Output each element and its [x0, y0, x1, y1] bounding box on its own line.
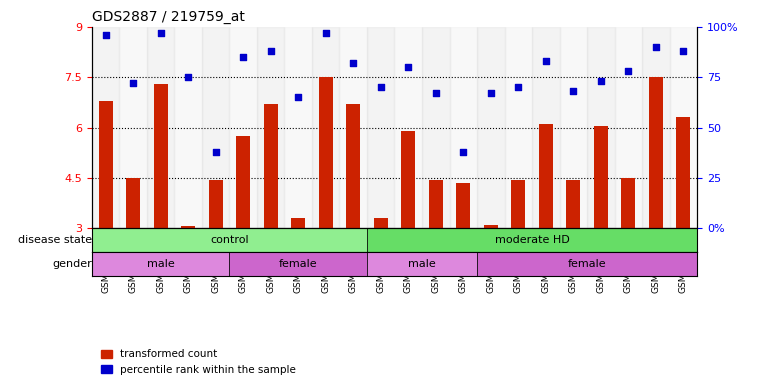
Bar: [126, 178, 140, 228]
FancyBboxPatch shape: [367, 228, 697, 252]
Bar: [237, 136, 250, 228]
Text: female: female: [279, 260, 318, 270]
Point: [540, 58, 552, 64]
Text: control: control: [210, 235, 249, 245]
Bar: [594, 126, 607, 228]
Bar: [457, 183, 470, 228]
Bar: [182, 227, 195, 228]
Point: [594, 78, 607, 84]
Point: [430, 90, 442, 96]
Bar: [209, 180, 223, 228]
Bar: [512, 180, 525, 228]
Bar: [394, 27, 422, 228]
Bar: [401, 131, 415, 228]
Text: male: male: [408, 260, 436, 270]
Point: [127, 80, 139, 86]
Bar: [119, 27, 147, 228]
FancyBboxPatch shape: [477, 252, 697, 276]
Text: GDS2887 / 219759_at: GDS2887 / 219759_at: [92, 10, 245, 25]
Point: [347, 60, 359, 66]
Point: [182, 74, 195, 80]
Bar: [429, 180, 443, 228]
Bar: [175, 27, 202, 228]
Bar: [642, 27, 669, 228]
Bar: [154, 84, 168, 228]
Bar: [374, 218, 388, 228]
Bar: [532, 27, 559, 228]
Bar: [92, 27, 119, 228]
Bar: [422, 27, 450, 228]
Bar: [346, 104, 360, 228]
Text: gender: gender: [52, 260, 92, 270]
FancyBboxPatch shape: [92, 252, 230, 276]
Text: male: male: [147, 260, 175, 270]
Point: [650, 44, 662, 50]
Point: [292, 94, 304, 100]
FancyBboxPatch shape: [367, 252, 477, 276]
Bar: [676, 118, 690, 228]
Bar: [367, 27, 394, 228]
Text: female: female: [568, 260, 607, 270]
Bar: [649, 77, 663, 228]
Point: [319, 30, 332, 36]
Bar: [587, 27, 614, 228]
FancyBboxPatch shape: [230, 252, 367, 276]
Bar: [505, 27, 532, 228]
Bar: [539, 124, 552, 228]
Bar: [614, 27, 642, 228]
Bar: [257, 27, 284, 228]
Bar: [319, 77, 332, 228]
Point: [375, 84, 387, 90]
Point: [485, 90, 497, 96]
Bar: [621, 178, 635, 228]
Point: [237, 54, 250, 60]
Bar: [477, 27, 505, 228]
Point: [264, 48, 277, 54]
Bar: [312, 27, 339, 228]
Bar: [291, 218, 305, 228]
Point: [512, 84, 525, 90]
Point: [457, 149, 470, 155]
Bar: [484, 225, 498, 228]
FancyBboxPatch shape: [92, 228, 367, 252]
Point: [402, 64, 414, 70]
Point: [155, 30, 167, 36]
Bar: [99, 101, 113, 228]
Point: [622, 68, 634, 74]
Text: disease state: disease state: [18, 235, 92, 245]
Bar: [450, 27, 477, 228]
Bar: [559, 27, 587, 228]
Bar: [202, 27, 230, 228]
Point: [677, 48, 689, 54]
Bar: [339, 27, 367, 228]
Bar: [264, 104, 277, 228]
Point: [567, 88, 579, 94]
Bar: [284, 27, 312, 228]
Text: moderate HD: moderate HD: [495, 235, 569, 245]
Point: [210, 149, 222, 155]
Point: [100, 32, 112, 38]
Bar: [230, 27, 257, 228]
Bar: [566, 180, 580, 228]
Bar: [147, 27, 175, 228]
Legend: transformed count, percentile rank within the sample: transformed count, percentile rank withi…: [97, 345, 300, 379]
Bar: [669, 27, 697, 228]
